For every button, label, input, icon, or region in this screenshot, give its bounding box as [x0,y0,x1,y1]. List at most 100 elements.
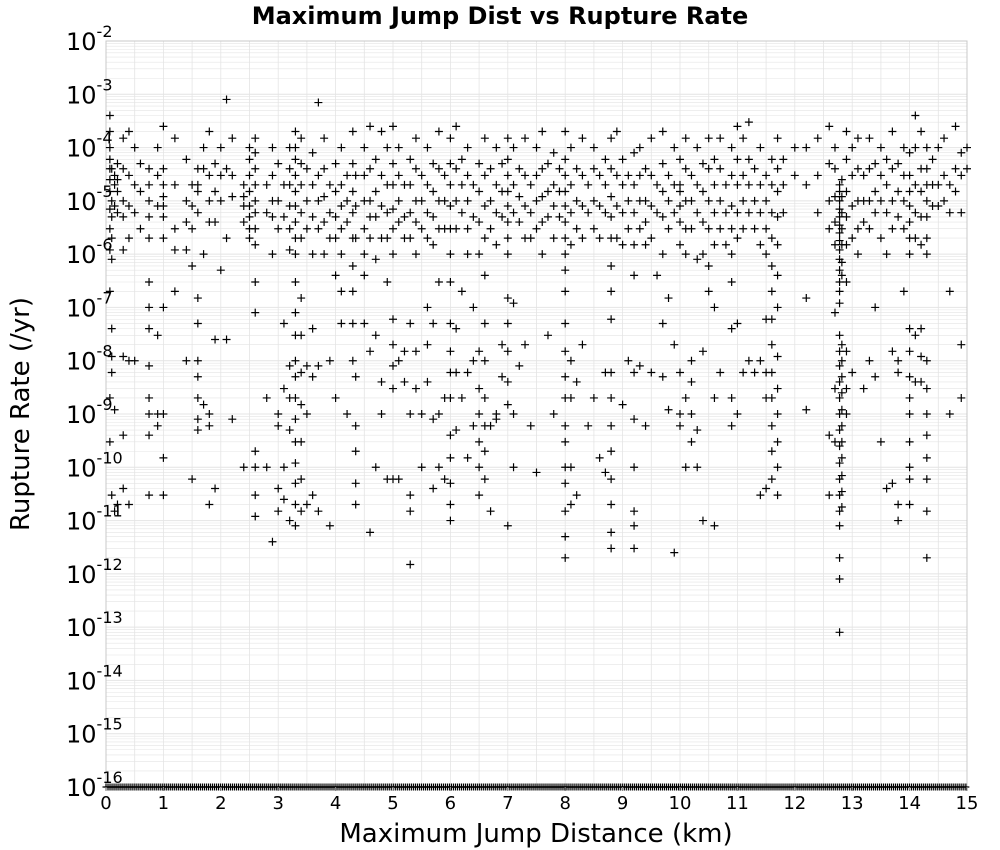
data-point [894,212,903,221]
data-point [698,187,707,196]
data-point [601,208,610,217]
data-point [417,410,426,418]
data-point [182,196,191,205]
data-point [658,319,667,328]
data-point [394,196,403,205]
data-point [899,143,908,152]
data-point [549,410,558,418]
data-point [406,234,415,243]
data-point [561,171,570,180]
data-point [744,180,753,189]
data-point [297,134,306,143]
data-point [343,410,352,418]
data-point [835,287,844,296]
data-point [750,224,759,233]
data-point [693,143,702,152]
data-point [773,352,782,361]
data-point [618,180,627,189]
data-point [681,134,690,143]
data-point [124,127,133,136]
data-point [351,479,360,488]
data-point [733,180,742,189]
data-point [716,196,725,205]
data-point [136,224,145,233]
data-point [767,475,776,484]
data-point [779,180,788,189]
data-point [664,405,673,414]
data-point [503,521,512,530]
data-point [119,134,128,143]
data-point [434,164,443,173]
data-point [285,164,294,173]
data-point [835,442,844,451]
data-point [835,553,844,562]
data-point [325,521,334,530]
data-point [503,319,512,328]
data-point [813,171,822,180]
data-point [297,368,306,377]
data-point [612,234,621,243]
data-point [239,218,248,227]
data-point [503,218,512,227]
data-point [905,250,914,259]
data-point [262,463,271,472]
data-point [676,421,684,430]
data-point [835,299,844,308]
data-point [105,205,114,214]
data-point [302,361,311,370]
data-point [837,453,846,462]
data-point [911,208,920,217]
data-point [865,224,874,233]
data-point [110,507,119,516]
data-point [641,164,650,173]
data-point [389,340,397,349]
data-point [727,143,736,152]
data-point [670,208,679,217]
data-point [337,250,346,259]
data-point [394,143,403,152]
data-point [297,180,306,189]
data-point [779,208,788,217]
data-point [739,368,748,377]
data-point [837,487,846,496]
data-point [389,122,397,131]
data-point [607,528,616,537]
data-point [837,356,846,365]
data-point [446,202,455,211]
data-point [320,134,329,143]
data-point [145,361,154,370]
data-point [291,171,300,180]
data-point [486,421,495,430]
data-point [503,155,512,164]
data-point [917,324,926,333]
data-point [262,208,271,217]
data-point [457,208,466,217]
data-point [837,224,846,233]
data-point [561,266,570,275]
data-point [882,250,891,259]
x-axis-label: Maximum Jump Distance (km) [339,819,732,849]
data-point [159,410,168,418]
data-point [555,164,564,173]
data-point [498,159,507,168]
data-point [348,127,357,136]
data-point [366,234,375,243]
data-point [509,143,518,152]
data-point [480,393,489,402]
y-tick-label: 10-16 [66,768,123,802]
data-point [222,234,231,243]
data-point [957,148,966,157]
data-point [509,180,518,189]
data-point [105,111,114,120]
data-point [503,234,512,243]
data-point [773,212,782,221]
data-point [526,421,535,430]
data-point [756,143,765,152]
data-point [538,164,547,173]
data-point [251,278,260,287]
data-point [940,196,949,205]
data-point [486,224,495,233]
data-point [963,164,971,173]
data-point [389,224,397,233]
data-point [739,224,748,233]
